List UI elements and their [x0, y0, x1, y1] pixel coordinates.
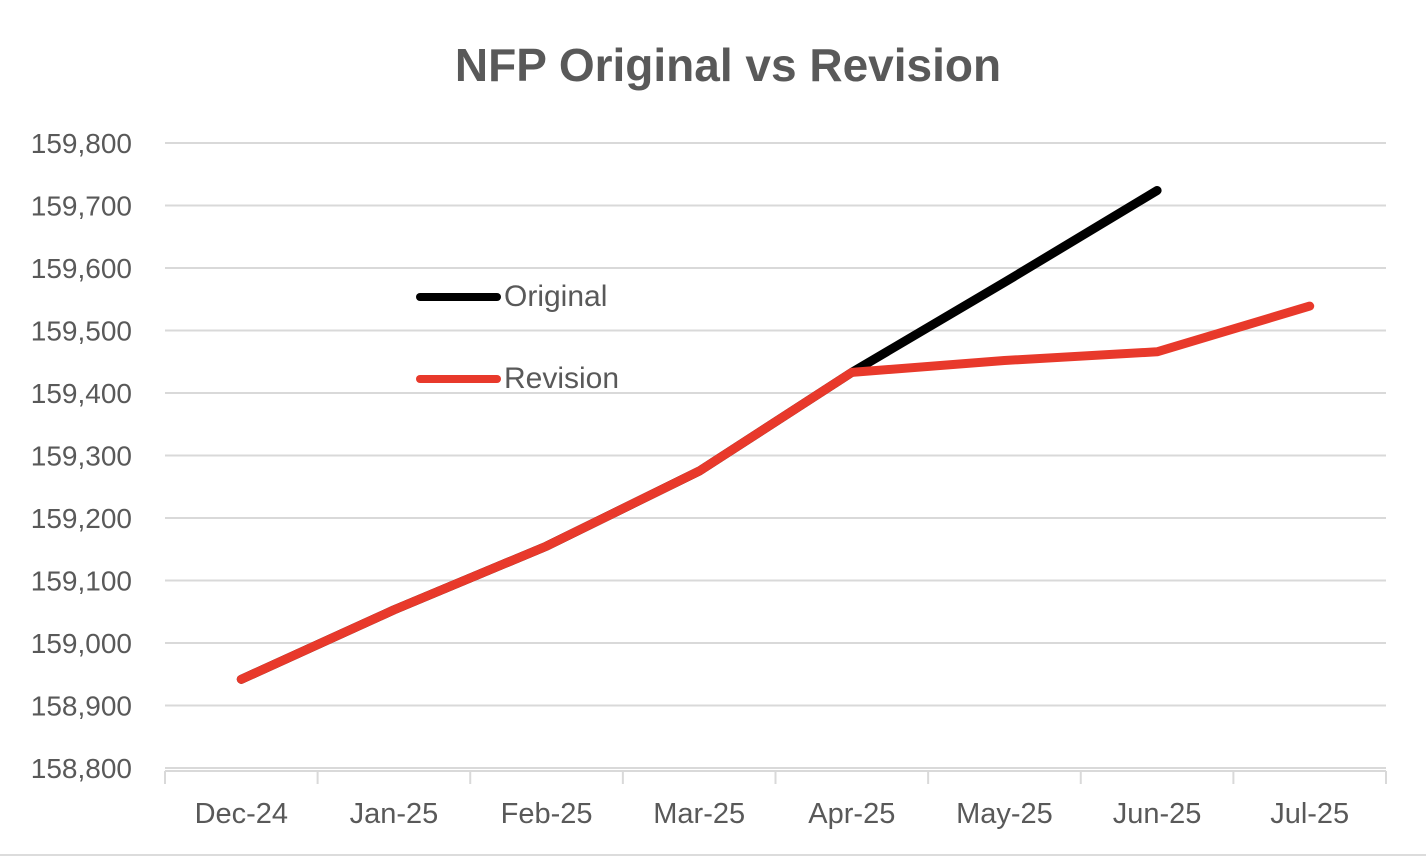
original-line — [236, 186, 1162, 684]
y-tick-label: 158,800 — [31, 753, 132, 784]
y-tick-label: 159,500 — [31, 316, 132, 347]
x-tick-label: Jul-25 — [1270, 798, 1349, 830]
x-tick-label: Mar-25 — [653, 798, 745, 830]
legend-entry-original: Original — [416, 282, 619, 312]
y-tick-label: 158,900 — [31, 691, 132, 722]
legend-label-revision: Revision — [504, 362, 620, 395]
y-tick-label: 159,200 — [31, 503, 132, 534]
bottom-separator — [0, 854, 1426, 856]
x-tick-label: Feb-25 — [501, 798, 593, 830]
x-tick-label: Dec-24 — [195, 798, 289, 830]
legend: Original Revision — [416, 282, 619, 394]
revision-line-swatch-icon — [416, 375, 501, 383]
y-tick-label: 159,800 — [31, 128, 132, 159]
y-tick-label: 159,000 — [31, 628, 132, 659]
chart-title: NFP Original vs Revision — [454, 39, 1002, 91]
original-line-swatch-icon — [416, 293, 501, 301]
y-tick-label: 159,300 — [31, 441, 132, 472]
y-tick-label: 159,400 — [31, 378, 132, 409]
x-tick-label: May-25 — [956, 798, 1053, 830]
revision-line — [236, 301, 1315, 684]
legend-entry-revision: Revision — [416, 364, 619, 394]
y-tick-label: 159,700 — [31, 191, 132, 222]
x-tick-label: Apr-25 — [808, 798, 895, 830]
y-tick-label: 159,100 — [31, 566, 132, 597]
y-tick-label: 159,600 — [31, 253, 132, 284]
x-tick-label: Jun-25 — [1113, 798, 1202, 830]
legend-label-original: Original — [504, 280, 608, 313]
x-tick-label: Jan-25 — [350, 798, 439, 830]
